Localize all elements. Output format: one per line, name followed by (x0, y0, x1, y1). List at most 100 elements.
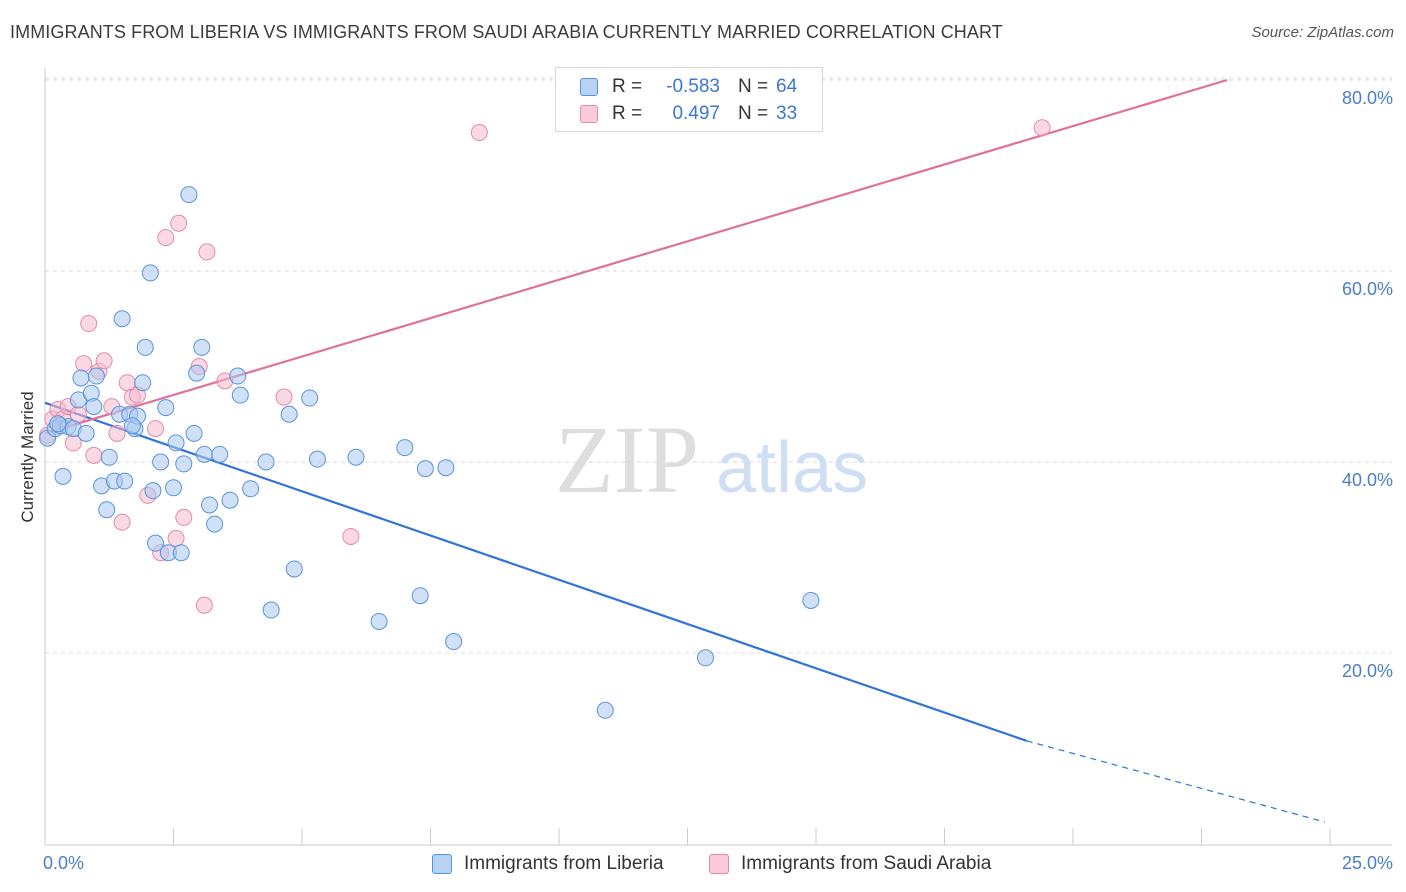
liberia-point (437, 459, 455, 477)
saudi-point (198, 243, 216, 261)
liberia-point (100, 448, 118, 466)
x-tick-label: 25.0% (1342, 853, 1393, 873)
liberia-points (39, 186, 820, 719)
saudi-swatch (709, 854, 729, 874)
liberia-point (396, 439, 414, 457)
axes (44, 68, 1392, 846)
liberia-point (301, 389, 319, 407)
liberia-point (144, 482, 162, 500)
liberia-point (113, 310, 131, 328)
saudi-legend-label: Immigrants from Saudi Arabia (741, 853, 992, 874)
saudi-point (275, 388, 293, 406)
liberia-point (257, 453, 275, 471)
liberia-point (172, 544, 190, 562)
liberia-point (195, 445, 213, 463)
n-value: 64 (776, 76, 798, 97)
saudi-point (80, 315, 98, 333)
liberia-point (136, 338, 154, 356)
watermark-atlas: atlas (716, 428, 868, 508)
liberia-point (147, 534, 165, 552)
liberia-point (165, 479, 182, 497)
x-tick-label: 0.0% (43, 853, 84, 873)
source-credit: Source: ZipAtlas.com (1251, 24, 1394, 41)
liberia-point (347, 448, 365, 466)
saudi-point (75, 355, 93, 373)
grid-lines (45, 77, 1392, 654)
saudi-point (157, 229, 175, 247)
liberia-point (280, 405, 298, 423)
liberia-point (49, 415, 67, 433)
n-value: 33 (776, 103, 798, 124)
liberia-point (596, 701, 614, 719)
liberia-point (175, 455, 193, 473)
y-tick-label: 20.0% (1342, 661, 1393, 681)
liberia-point (134, 374, 152, 392)
liberia-point (229, 367, 247, 385)
saudi-point (342, 527, 360, 545)
liberia-point (285, 560, 303, 578)
chart-title: IMMIGRANTS FROM LIBERIA VS IMMIGRANTS FR… (10, 22, 1003, 42)
tick-labels: 20.0% 40.0% 60.0% 80.0% 0.0% 25.0% (43, 88, 1393, 873)
liberia-point (411, 587, 429, 605)
liberia-point (77, 424, 95, 442)
liberia-swatch (580, 78, 598, 96)
saudi-point (1033, 119, 1051, 137)
liberia-point (211, 445, 229, 463)
saudi-point (470, 124, 488, 142)
saudi-point (175, 508, 193, 526)
liberia-point (445, 633, 463, 651)
liberia-point (802, 591, 820, 609)
liberia-point (188, 364, 206, 382)
saudi-point (170, 214, 188, 232)
liberia-point (185, 424, 203, 442)
saudi-point (167, 529, 185, 547)
watermark: ZIP atlas (555, 406, 868, 513)
liberia-point (242, 480, 260, 498)
liberia-point (193, 338, 211, 356)
saudi-point (113, 513, 131, 531)
liberia-point (157, 399, 175, 417)
liberia-point (123, 417, 141, 435)
liberia-point (308, 450, 326, 468)
saudi-point (147, 420, 165, 438)
y-tick-label: 80.0% (1342, 88, 1393, 108)
liberia-point (152, 453, 170, 471)
y-axis-label: Currently Married (18, 391, 37, 522)
liberia-point (221, 491, 239, 509)
saudi-point (85, 446, 103, 464)
watermark-zip: ZIP (555, 406, 699, 513)
liberia-point (206, 515, 224, 533)
liberia-point (696, 649, 714, 667)
liberia-point (72, 369, 90, 387)
liberia-point (167, 434, 185, 452)
legend-row-saudi: R = 0.497 N = 33 (580, 101, 797, 127)
saudi-point (108, 424, 126, 442)
n-label: N = (738, 76, 769, 97)
liberia-point (87, 367, 105, 385)
saudi-point (195, 596, 213, 614)
saudi-point (95, 352, 113, 370)
liberia-trend-line (44, 401, 1028, 742)
liberia-point (141, 264, 159, 282)
liberia-point (116, 472, 134, 490)
y-tick-label: 60.0% (1342, 279, 1393, 299)
liberia-point (85, 398, 103, 416)
liberia-trend-extension (1026, 740, 1326, 823)
saudi-swatch (580, 105, 598, 123)
liberia-point (200, 496, 218, 514)
n-label: N = (738, 103, 769, 124)
legend-row-liberia: R = -0.583 N = 64 (580, 74, 797, 100)
r-value: 0.497 (672, 103, 720, 124)
bottom-legend-liberia: Immigrants from Liberia (432, 853, 664, 875)
r-value: -0.583 (666, 76, 720, 97)
liberia-point (231, 386, 249, 404)
r-label: R = (612, 76, 643, 97)
r-label: R = (612, 103, 643, 124)
liberia-legend-label: Immigrants from Liberia (464, 853, 664, 874)
liberia-point (54, 467, 72, 485)
liberia-point (416, 460, 434, 478)
liberia-point (98, 501, 116, 519)
bottom-legend-saudi: Immigrants from Saudi Arabia (709, 853, 991, 875)
y-tick-label: 40.0% (1342, 470, 1393, 490)
